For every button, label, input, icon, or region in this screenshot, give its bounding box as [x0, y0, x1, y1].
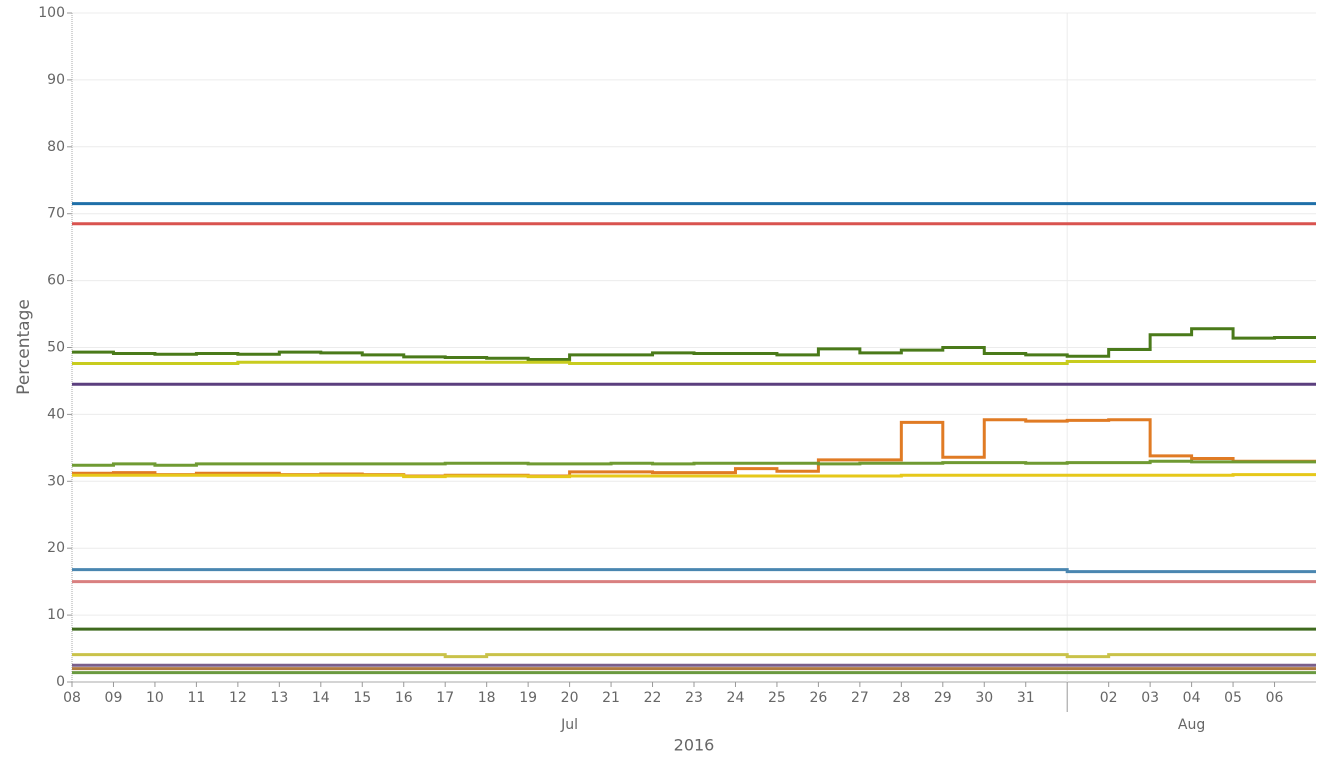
y-tick-label: 90 — [47, 72, 65, 88]
month-label: Jul — [560, 717, 578, 733]
x-tick-label: 23 — [685, 690, 703, 706]
x-tick-label: 28 — [892, 690, 910, 706]
series-line — [72, 327, 1316, 362]
y-tick-label: 0 — [56, 674, 65, 690]
x-tick-label: 24 — [727, 690, 745, 706]
x-tick-label: 16 — [395, 690, 413, 706]
y-tick-label: 20 — [47, 540, 65, 556]
series-line — [72, 418, 1316, 478]
x-tick-label: 22 — [644, 690, 662, 706]
x-tick-label: 11 — [187, 690, 205, 706]
series-line — [72, 459, 1316, 467]
x-tick-label: 14 — [312, 690, 330, 706]
y-tick-label: 100 — [38, 5, 65, 21]
x-tick-label: 02 — [1100, 690, 1118, 706]
x-tick-label: 09 — [105, 690, 123, 706]
series-line — [72, 360, 1316, 366]
x-tick-label: 12 — [229, 690, 247, 706]
series-line — [72, 653, 1316, 659]
y-tick-label: 40 — [47, 406, 65, 422]
x-tick-label: 27 — [851, 690, 869, 706]
x-tick-label: 10 — [146, 690, 164, 706]
x-tick-label: 31 — [1017, 690, 1035, 706]
x-tick-label: 25 — [768, 690, 786, 706]
month-label: Aug — [1178, 717, 1205, 733]
x-tick-label: 06 — [1266, 690, 1284, 706]
x-tick-label: 15 — [353, 690, 371, 706]
x-tick-label: 30 — [975, 690, 993, 706]
x-tick-label: 29 — [934, 690, 952, 706]
series-line — [72, 568, 1316, 574]
x-tick-label: 20 — [561, 690, 579, 706]
x-tick-label: 18 — [478, 690, 496, 706]
series-line — [72, 473, 1316, 479]
x-tick-label: 17 — [436, 690, 454, 706]
x-tick-label: 26 — [809, 690, 827, 706]
x-tick-label: 19 — [519, 690, 537, 706]
y-tick-label: 70 — [47, 206, 65, 222]
x-tick-label: 04 — [1183, 690, 1201, 706]
x-tick-label: 03 — [1141, 690, 1159, 706]
y-tick-label: 80 — [47, 139, 65, 155]
y-tick-label: 60 — [47, 273, 65, 289]
y-axis-title: Percentage — [14, 299, 34, 395]
x-tick-label: 08 — [63, 690, 81, 706]
x-tick-label: 21 — [602, 690, 620, 706]
y-tick-label: 30 — [47, 473, 65, 489]
y-tick-label: 50 — [47, 340, 65, 356]
x-axis-title: 2016 — [674, 736, 715, 755]
y-tick-label: 10 — [47, 607, 65, 623]
x-tick-label: 13 — [270, 690, 288, 706]
x-tick-label: 05 — [1224, 690, 1242, 706]
